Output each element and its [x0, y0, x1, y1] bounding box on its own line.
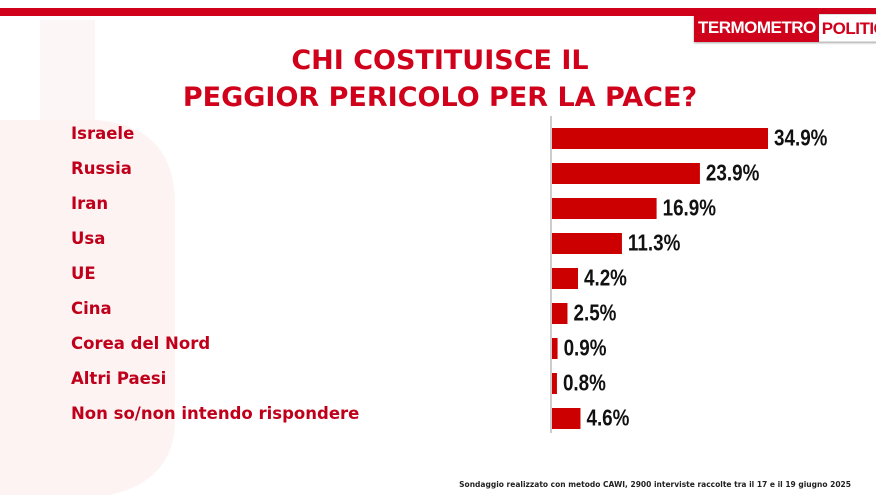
- bar: [552, 373, 557, 394]
- data-label: 23.9%: [706, 161, 760, 186]
- data-label: 0.9%: [564, 336, 607, 361]
- bar: [552, 198, 657, 219]
- chart-title: CHI COSTITUISCE IL PEGGIOR PERICOLO PER …: [100, 42, 780, 116]
- bar: [552, 163, 700, 184]
- bar: [552, 268, 578, 289]
- data-label: 4.6%: [586, 406, 629, 431]
- top-stripe: [0, 8, 876, 16]
- category-label: Iran: [71, 194, 109, 213]
- bar: [552, 128, 768, 149]
- category-label: Cina: [71, 299, 112, 318]
- bar: [552, 408, 581, 429]
- data-label: 16.9%: [663, 196, 717, 221]
- category-label: Altri Paesi: [71, 369, 167, 388]
- brand-logo-part1: TERMOMETRO: [694, 14, 819, 42]
- data-label: 4.2%: [584, 266, 627, 291]
- bar: [552, 338, 558, 359]
- bar: [552, 303, 568, 324]
- category-label: Usa: [71, 229, 106, 248]
- data-label: 34.9%: [774, 126, 828, 151]
- category-label: Non so/non intendo rispondere: [71, 404, 360, 423]
- data-label: 2.5%: [573, 301, 616, 326]
- bar: [552, 233, 622, 254]
- chart-title-line1: CHI COSTITUISCE IL: [291, 45, 589, 76]
- brand-logo-part2: POLITICO: [818, 14, 876, 42]
- chart-title-line2: PEGGIOR PERICOLO PER LA PACE?: [182, 82, 698, 113]
- category-label: UE: [71, 264, 96, 283]
- watermark-shape: [0, 20, 175, 495]
- data-label: 0.8%: [563, 371, 606, 396]
- category-label: Corea del Nord: [71, 334, 211, 353]
- footnote: Sondaggio realizzato con metodo CAWI, 29…: [459, 480, 851, 489]
- data-label: 11.3%: [628, 231, 681, 256]
- brand-logo: TERMOMETRO POLITICO: [694, 14, 876, 42]
- category-label: Israele: [71, 124, 135, 143]
- category-label: Russia: [71, 159, 132, 178]
